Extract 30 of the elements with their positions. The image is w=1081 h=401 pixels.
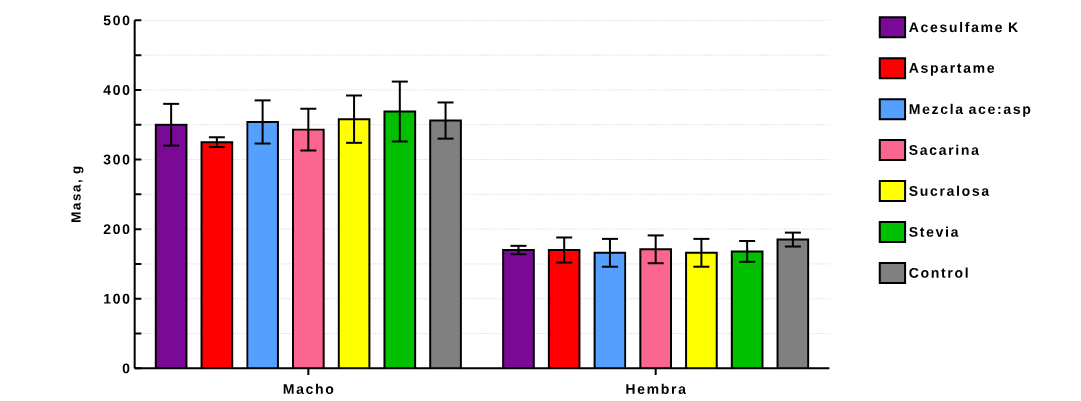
bar [201,142,233,369]
y-axis-title: Masa, g [71,166,84,222]
bar [593,251,627,369]
bar [776,238,810,369]
legend-label: Sucralosa [909,185,990,196]
legend-label: Mezcla ace:asp [909,103,1031,117]
legend-label: Acesulfame K [909,21,1018,33]
bar [155,124,187,369]
bar [547,249,581,369]
legend-label: Control [909,267,968,278]
x-tick-label: Macho [283,383,334,394]
bar [384,111,416,369]
bar [502,249,535,369]
legend-label: Aspartame [909,63,995,76]
y-tick-label: 400 [103,84,130,95]
y-tick-label: 300 [103,154,130,165]
y-tick-label: 100 [104,293,130,304]
bar [685,251,718,369]
bar [730,250,764,369]
bar [247,121,278,369]
y-tick-label: 200 [103,224,130,235]
y-tick-label: 0 [122,363,130,374]
bar [293,129,324,369]
bar [338,119,370,369]
legend-label: Stevia [909,226,959,237]
bar [639,248,673,369]
bar [430,120,461,369]
x-tick-label: Hembra [626,383,686,394]
y-tick-label: 500 [103,15,130,26]
legend-label: Sacarina [909,144,979,155]
